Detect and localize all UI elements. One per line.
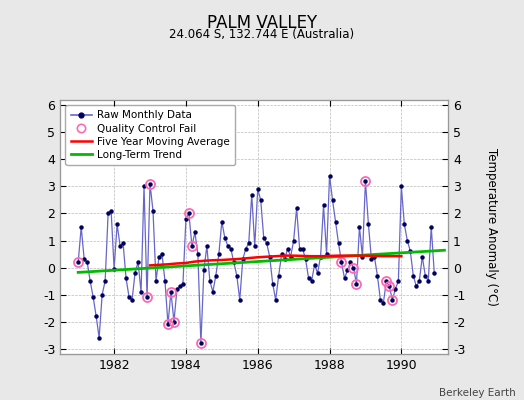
Text: Berkeley Earth: Berkeley Earth — [440, 388, 516, 398]
Text: PALM VALLEY: PALM VALLEY — [207, 14, 317, 32]
Y-axis label: Temperature Anomaly (°C): Temperature Anomaly (°C) — [485, 148, 498, 306]
Text: 24.064 S, 132.744 E (Australia): 24.064 S, 132.744 E (Australia) — [169, 28, 355, 41]
Legend: Raw Monthly Data, Quality Control Fail, Five Year Moving Average, Long-Term Tren: Raw Monthly Data, Quality Control Fail, … — [66, 105, 235, 165]
